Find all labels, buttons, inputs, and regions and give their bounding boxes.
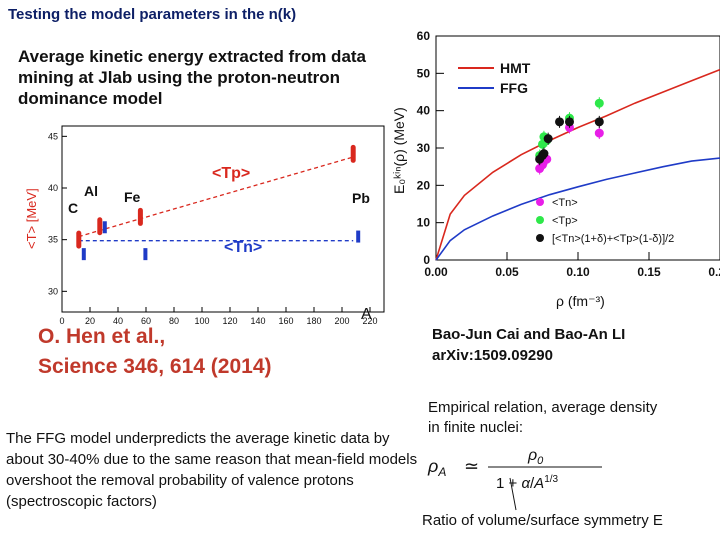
tp-point [97,217,103,236]
average-point [555,117,565,127]
right-y-tick-label: 60 [417,29,431,43]
legend-label: <Tp> [552,215,578,227]
tp-point [350,144,356,163]
right-ylabel: E₀ᵏⁱⁿ(ρ) (MeV) [391,107,407,194]
tp-point [76,230,82,249]
right-y-tick-label: 20 [417,178,431,192]
left-citation-journal: Science 346, 614 (2014) [38,355,272,378]
hmt-curve [435,68,720,261]
slide-title: Testing the model parameters in the n(k) [8,6,297,23]
ffg-curve [435,157,720,261]
left-chart: <T> [MeV] A 0 20 40 60 80 100 120 140 160 180 200 2… [24,125,385,326]
tp-curve-label: <Tp> [212,165,250,182]
left-citation-authors: O. Hen et al., [38,325,166,348]
right-citation-authors: Bao-Jun Cai and Bao-An LI [432,326,626,343]
left-points [76,144,361,261]
nucleus-label: Fe [124,189,141,205]
right-x-tick-label: 0.05 [495,265,519,279]
ffg-note: The FFG model underpredicts the average … [6,430,418,510]
legend-marker [536,198,544,206]
right-curves [435,68,720,261]
tn-point [102,221,107,234]
tn-point [81,248,86,261]
left-x-tick-label: 20 [85,316,95,326]
right-chart: E₀ᵏⁱⁿ(ρ) (MeV) ρ (fm⁻³) 0.00 0.05 0.10 0.15… [391,29,720,309]
left-y-tick-label: 45 [48,131,58,141]
right-points [535,97,604,175]
legend-marker [536,234,544,242]
nucleus-label: Pb [352,190,370,206]
tn-curve-label: <Tn> [224,239,262,256]
right-legend: HMT FFG <Tn> <Tp> [<Tn>(1+δ)+<Tp>(1-δ)]/2 [458,60,674,245]
left-x-tick-label: 0 [59,316,64,326]
left-labels: <Tp> <Tn> C Al Fe Pb [68,165,370,256]
left-y-ticks: 30 35 40 45 [48,131,67,296]
right-y-ticks: 0 10 20 30 40 50 60 [417,29,444,267]
left-description: Average kinetic energy extracted from da… [18,47,367,108]
nucleus-label: C [68,200,78,216]
tn-point [143,248,148,261]
left-plot-frame [61,125,385,313]
density-formula: ρA ≃ ρ0 1 + α/A1/3 [427,447,602,492]
nucleus-label: Al [84,183,98,199]
ffg-legend-label: FFG [500,80,528,96]
left-citation: O. Hen et al., Science 346, 614 (2014) [38,322,338,382]
empirical-line-2: in finite nuclei: [428,419,524,436]
left-ylabel: <T> [MeV] [24,188,39,249]
right-x-tick-label: 0.15 [637,265,661,279]
legend-label: [<Tn>(1+δ)+<Tp>(1-δ)]/2 [552,233,674,245]
right-x-tick-label: 0.00 [424,265,448,279]
left-x-tick-label: 80 [169,316,179,326]
right-x-tick-label: 0.10 [566,265,590,279]
tn-point [594,128,604,138]
hmt-legend-label: HMT [500,60,531,76]
pointer-line [509,477,517,511]
empirical-relation: Empirical relation, average density in f… [428,398,713,438]
tp-point [137,207,143,226]
formula-approx: ≃ [464,456,479,476]
tp-point [594,98,604,108]
left-x-tick-label: 40 [113,316,123,326]
average-point [564,117,574,127]
left-x-ticks: 0 20 40 60 80 100 120 140 160 180 200 220 [59,307,378,326]
right-x-ticks: 0.00 0.05 0.10 0.15 0.20 [424,252,720,279]
left-x-tick-label: 160 [278,316,293,326]
left-fit-lines [78,156,354,242]
right-y-tick-label: 30 [417,141,431,155]
left-x-tick-label: 100 [194,316,209,326]
right-y-tick-label: 10 [417,216,431,230]
right-plot-frame [435,35,720,261]
legend-label: <Tn> [552,197,578,209]
left-y-tick-label: 40 [48,183,58,193]
left-y-tick-label: 30 [48,286,58,296]
empirical-line-1: Empirical relation, average density [428,399,658,416]
left-x-tick-label: 200 [334,316,349,326]
right-y-tick-label: 40 [417,104,431,118]
left-x-tick-label: 120 [222,316,237,326]
legend-marker [536,216,544,224]
right-citation-arxiv: arXiv:1509.09290 [432,347,553,364]
left-xlabel: A [361,306,372,323]
left-y-tick-label: 35 [48,235,58,245]
formula-numerator: ρ0 [527,447,544,467]
right-xlabel: ρ (fm⁻³) [556,293,605,309]
tn-point [356,230,361,243]
left-x-tick-label: 140 [250,316,265,326]
left-x-tick-label: 60 [141,316,151,326]
average-point [539,149,549,159]
right-y-tick-label: 0 [423,253,430,267]
average-point [543,134,553,144]
tp-fit-line [78,156,354,238]
left-x-tick-label: 180 [306,316,321,326]
ratio-note: Ratio of volume/surface symmetry E [422,512,663,529]
left-x-tick-label: 220 [362,316,377,326]
average-point [594,117,604,127]
right-x-tick-label: 0.20 [708,265,720,279]
right-y-tick-label: 50 [417,66,431,80]
right-citation: Bao-Jun Cai and Bao-An LI arXiv:1509.092… [432,324,702,366]
